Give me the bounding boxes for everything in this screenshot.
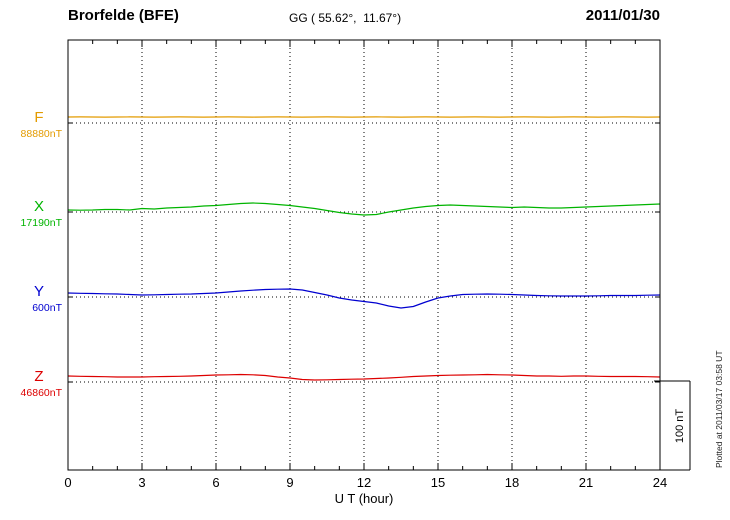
x-tick-label: 6: [212, 475, 219, 490]
series-letter-Y: Y: [33, 283, 44, 300]
plotted-at-note: Plotted at 2011/03/17 03:58 UT: [714, 350, 724, 468]
trace-X: [67, 202, 661, 216]
x-tick-label: 3: [138, 475, 145, 490]
x-tick-label: 12: [357, 475, 371, 490]
series-baseline-value-F: 88880nT: [20, 128, 62, 140]
x-tick-label: 15: [431, 475, 445, 490]
series-baseline-value-Y: 600nT: [32, 302, 62, 314]
scalebar-label: 100 nT: [674, 409, 686, 444]
trace-Y: [67, 288, 661, 309]
series-baseline-value-Z: 46860nT: [20, 387, 62, 399]
x-tick-label: 24: [653, 475, 667, 490]
series-letter-X: X: [33, 198, 44, 215]
x-tick-label: 0: [64, 475, 71, 490]
plot-border: [67, 39, 661, 471]
trace-Z: [67, 373, 661, 381]
x-tick-label: 18: [505, 475, 519, 490]
x-axis-label: U T (hour): [334, 491, 394, 506]
series-letter-Z: Z: [34, 368, 44, 385]
series-baseline-value-X: 17190nT: [20, 217, 62, 229]
x-tick-label: 21: [579, 475, 593, 490]
plot-date: 2011/01/30: [585, 7, 660, 24]
series-letter-F: F: [34, 109, 44, 126]
geographic-coordinates: GG ( 55.62°, 11.67°): [289, 11, 402, 25]
x-tick-label: 9: [286, 475, 293, 490]
station-title: Brorfelde (BFE): [68, 7, 179, 24]
